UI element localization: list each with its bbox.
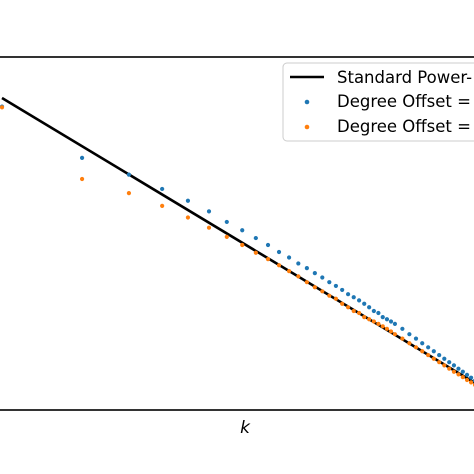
series-2-point bbox=[126, 191, 132, 196]
x-axis-label: k bbox=[240, 418, 251, 438]
series-1-point bbox=[333, 283, 339, 289]
series-2-point bbox=[356, 310, 362, 316]
series-1-point bbox=[206, 209, 212, 214]
series-2-point bbox=[312, 285, 317, 290]
series-2-point bbox=[468, 380, 474, 385]
series-1-point bbox=[240, 228, 245, 233]
series-2-point bbox=[265, 257, 271, 262]
series-1-point bbox=[320, 275, 325, 280]
series-1-point bbox=[388, 319, 394, 324]
series-1-point bbox=[286, 255, 292, 260]
series-1-point bbox=[460, 369, 465, 374]
series-2-point bbox=[420, 349, 425, 354]
series-1-point bbox=[327, 280, 332, 285]
series-2-point bbox=[362, 315, 367, 320]
series-2-point bbox=[447, 366, 452, 371]
series-2-point bbox=[79, 176, 85, 182]
series-1-point bbox=[400, 326, 405, 331]
series-2-point bbox=[456, 372, 461, 377]
series-2-point bbox=[451, 369, 457, 374]
series-1-point bbox=[442, 356, 447, 361]
series-1-point bbox=[431, 349, 436, 354]
series-1-point bbox=[468, 375, 474, 380]
series-2-point bbox=[304, 280, 309, 285]
series-1-point bbox=[160, 186, 165, 192]
series-1-point bbox=[265, 242, 271, 248]
series-1-point bbox=[345, 292, 351, 297]
series-2-point bbox=[240, 242, 245, 248]
series-2-point bbox=[380, 324, 385, 329]
series-1-point bbox=[371, 308, 376, 314]
series-2-point bbox=[464, 377, 470, 383]
series-1-point bbox=[356, 298, 362, 303]
series-2-point bbox=[351, 308, 356, 314]
series-2-point bbox=[340, 301, 345, 306]
series-1-point bbox=[380, 315, 385, 320]
series-2-point bbox=[442, 363, 447, 368]
series-1-point bbox=[437, 352, 442, 358]
series-1-point bbox=[384, 317, 390, 322]
series-2-point bbox=[407, 341, 412, 346]
series-2-point bbox=[426, 352, 431, 358]
series-2-point bbox=[437, 360, 442, 365]
series-1-point bbox=[224, 219, 229, 225]
series-2-point bbox=[376, 321, 381, 326]
series-1-point bbox=[296, 261, 301, 266]
series-1-point bbox=[126, 172, 132, 177]
legend-entry-2: Degree Offset = bbox=[337, 92, 471, 111]
series-2-point bbox=[345, 305, 351, 310]
legend-blue-marker bbox=[304, 99, 310, 105]
series-2-point bbox=[392, 332, 398, 337]
axes-frame bbox=[0, 56, 474, 411]
series-1-point bbox=[392, 321, 398, 326]
series-2-point bbox=[388, 329, 394, 334]
series-2-point bbox=[296, 274, 301, 279]
series-2-point bbox=[384, 326, 390, 331]
chart-marks bbox=[0, 96, 474, 387]
series-2-point bbox=[276, 263, 282, 268]
legend-entry-1: Standard Power- bbox=[337, 68, 472, 87]
legend-entry-3: Degree Offset = bbox=[337, 117, 471, 136]
series-2-point bbox=[320, 289, 325, 294]
legend-orange-marker bbox=[304, 124, 310, 130]
series-2-point bbox=[431, 356, 436, 361]
series-1-point bbox=[351, 295, 356, 300]
series-2-point bbox=[286, 268, 292, 274]
series-2-point bbox=[367, 317, 372, 322]
series-2-point bbox=[400, 336, 405, 341]
series-1-point bbox=[447, 360, 452, 365]
series-2-point bbox=[333, 296, 339, 301]
series-2-point bbox=[413, 345, 419, 350]
legend-box bbox=[282, 62, 474, 142]
series-1-point bbox=[79, 155, 85, 160]
legend: Standard Power- Degree Offset = Degree O… bbox=[282, 62, 474, 142]
series-1-point bbox=[426, 345, 431, 350]
series-1-point bbox=[407, 332, 412, 337]
series-1-point bbox=[413, 336, 419, 341]
series-1-point bbox=[362, 301, 367, 306]
series-1-point bbox=[456, 366, 461, 371]
series-1-point bbox=[312, 271, 317, 276]
series-1-point bbox=[451, 363, 457, 368]
series-1-point bbox=[276, 249, 282, 255]
series-2-point bbox=[460, 375, 465, 380]
series-2-point bbox=[253, 250, 258, 255]
series-1-point bbox=[376, 310, 381, 316]
series-1-point bbox=[340, 287, 345, 293]
series-1-point bbox=[304, 266, 309, 271]
series-2-point bbox=[206, 225, 212, 230]
series-2-point bbox=[160, 203, 165, 208]
series-1-point bbox=[420, 341, 425, 346]
series-2-point bbox=[371, 319, 376, 324]
series-1-point bbox=[367, 305, 372, 310]
series-1-point bbox=[185, 198, 191, 203]
series-2-point bbox=[0, 105, 5, 110]
series-2-point bbox=[224, 234, 229, 239]
series-1-point bbox=[253, 235, 258, 241]
series-2-point bbox=[327, 293, 332, 298]
series-1-point bbox=[464, 372, 470, 377]
series-2-point bbox=[185, 215, 191, 220]
